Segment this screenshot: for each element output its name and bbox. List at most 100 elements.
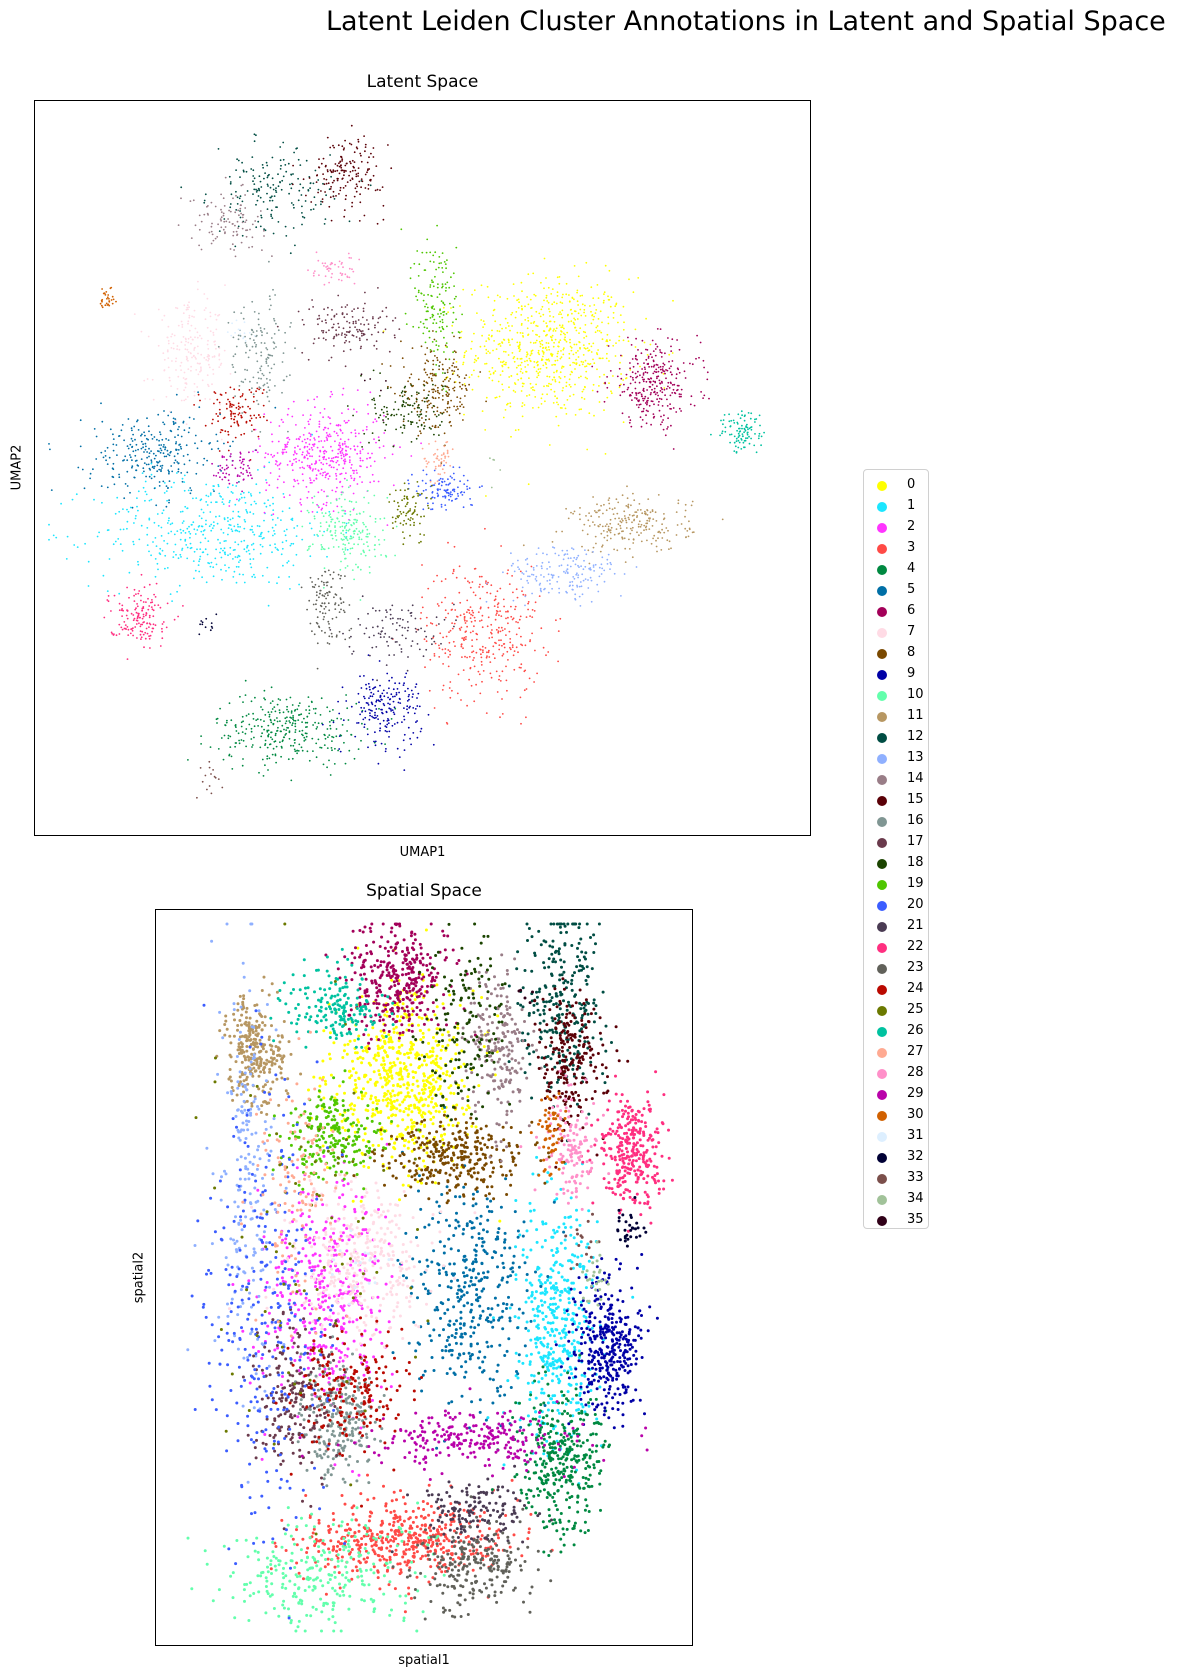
point [584,359,587,362]
point [346,421,348,424]
cluster-2-points [228,387,422,526]
point [487,337,490,339]
point [349,170,352,173]
point [570,346,573,349]
point [193,309,196,312]
point [583,398,586,400]
point [148,499,151,502]
point [347,446,349,448]
point [239,526,242,528]
point [411,404,414,407]
point [338,448,341,451]
point [410,373,413,376]
point [575,558,578,561]
point [312,468,314,470]
point [554,330,557,332]
point [258,535,261,538]
point [217,748,220,750]
point [299,436,301,438]
point [600,563,603,566]
point [580,585,583,588]
point [551,576,554,579]
point [281,510,284,513]
point [386,524,389,526]
point [652,413,655,415]
point [639,365,641,368]
point [521,402,524,404]
point [626,485,628,488]
point [457,673,460,676]
point [403,718,406,721]
point [401,390,404,393]
point [271,433,273,436]
point [196,386,199,388]
point [156,513,159,515]
point [243,581,246,584]
point [160,469,162,471]
point [362,511,365,513]
point [244,679,247,682]
point [284,534,287,537]
point [227,527,230,529]
point [452,572,454,575]
point [650,542,653,545]
point [327,306,329,309]
point [278,475,281,478]
point [657,404,660,406]
point [369,481,372,484]
point [277,329,280,332]
point [352,469,354,472]
point [616,549,619,552]
point [168,499,171,502]
point [194,356,197,359]
point [330,520,332,523]
point [552,546,554,548]
point [638,520,641,523]
point [136,505,138,508]
point [244,335,246,338]
point [223,551,226,554]
point [177,375,180,378]
point [353,445,356,448]
point [651,339,654,342]
point [175,357,178,360]
point [311,455,313,458]
point [581,396,583,399]
point [328,510,331,513]
point [550,388,552,391]
point [362,521,364,524]
point [473,332,475,335]
point [347,719,350,721]
point [420,345,423,348]
point [528,677,531,680]
point [369,688,371,691]
point [492,309,495,312]
point [200,525,203,528]
point [436,286,439,289]
point [366,466,368,469]
point [639,416,642,419]
point [448,389,451,391]
point [292,744,295,747]
point [146,417,148,420]
point [517,428,520,431]
point [231,517,234,520]
point [342,169,344,172]
point [369,714,371,717]
point [264,714,267,716]
point [410,423,412,426]
point [221,501,224,503]
point [632,291,635,294]
point [150,459,153,462]
point [373,480,375,483]
point [132,450,135,453]
point [366,702,369,705]
point [321,534,324,537]
point [443,432,446,435]
point [503,350,505,353]
point [462,288,465,291]
point [640,532,642,534]
point [274,294,276,296]
point [214,557,217,560]
point [184,398,187,401]
